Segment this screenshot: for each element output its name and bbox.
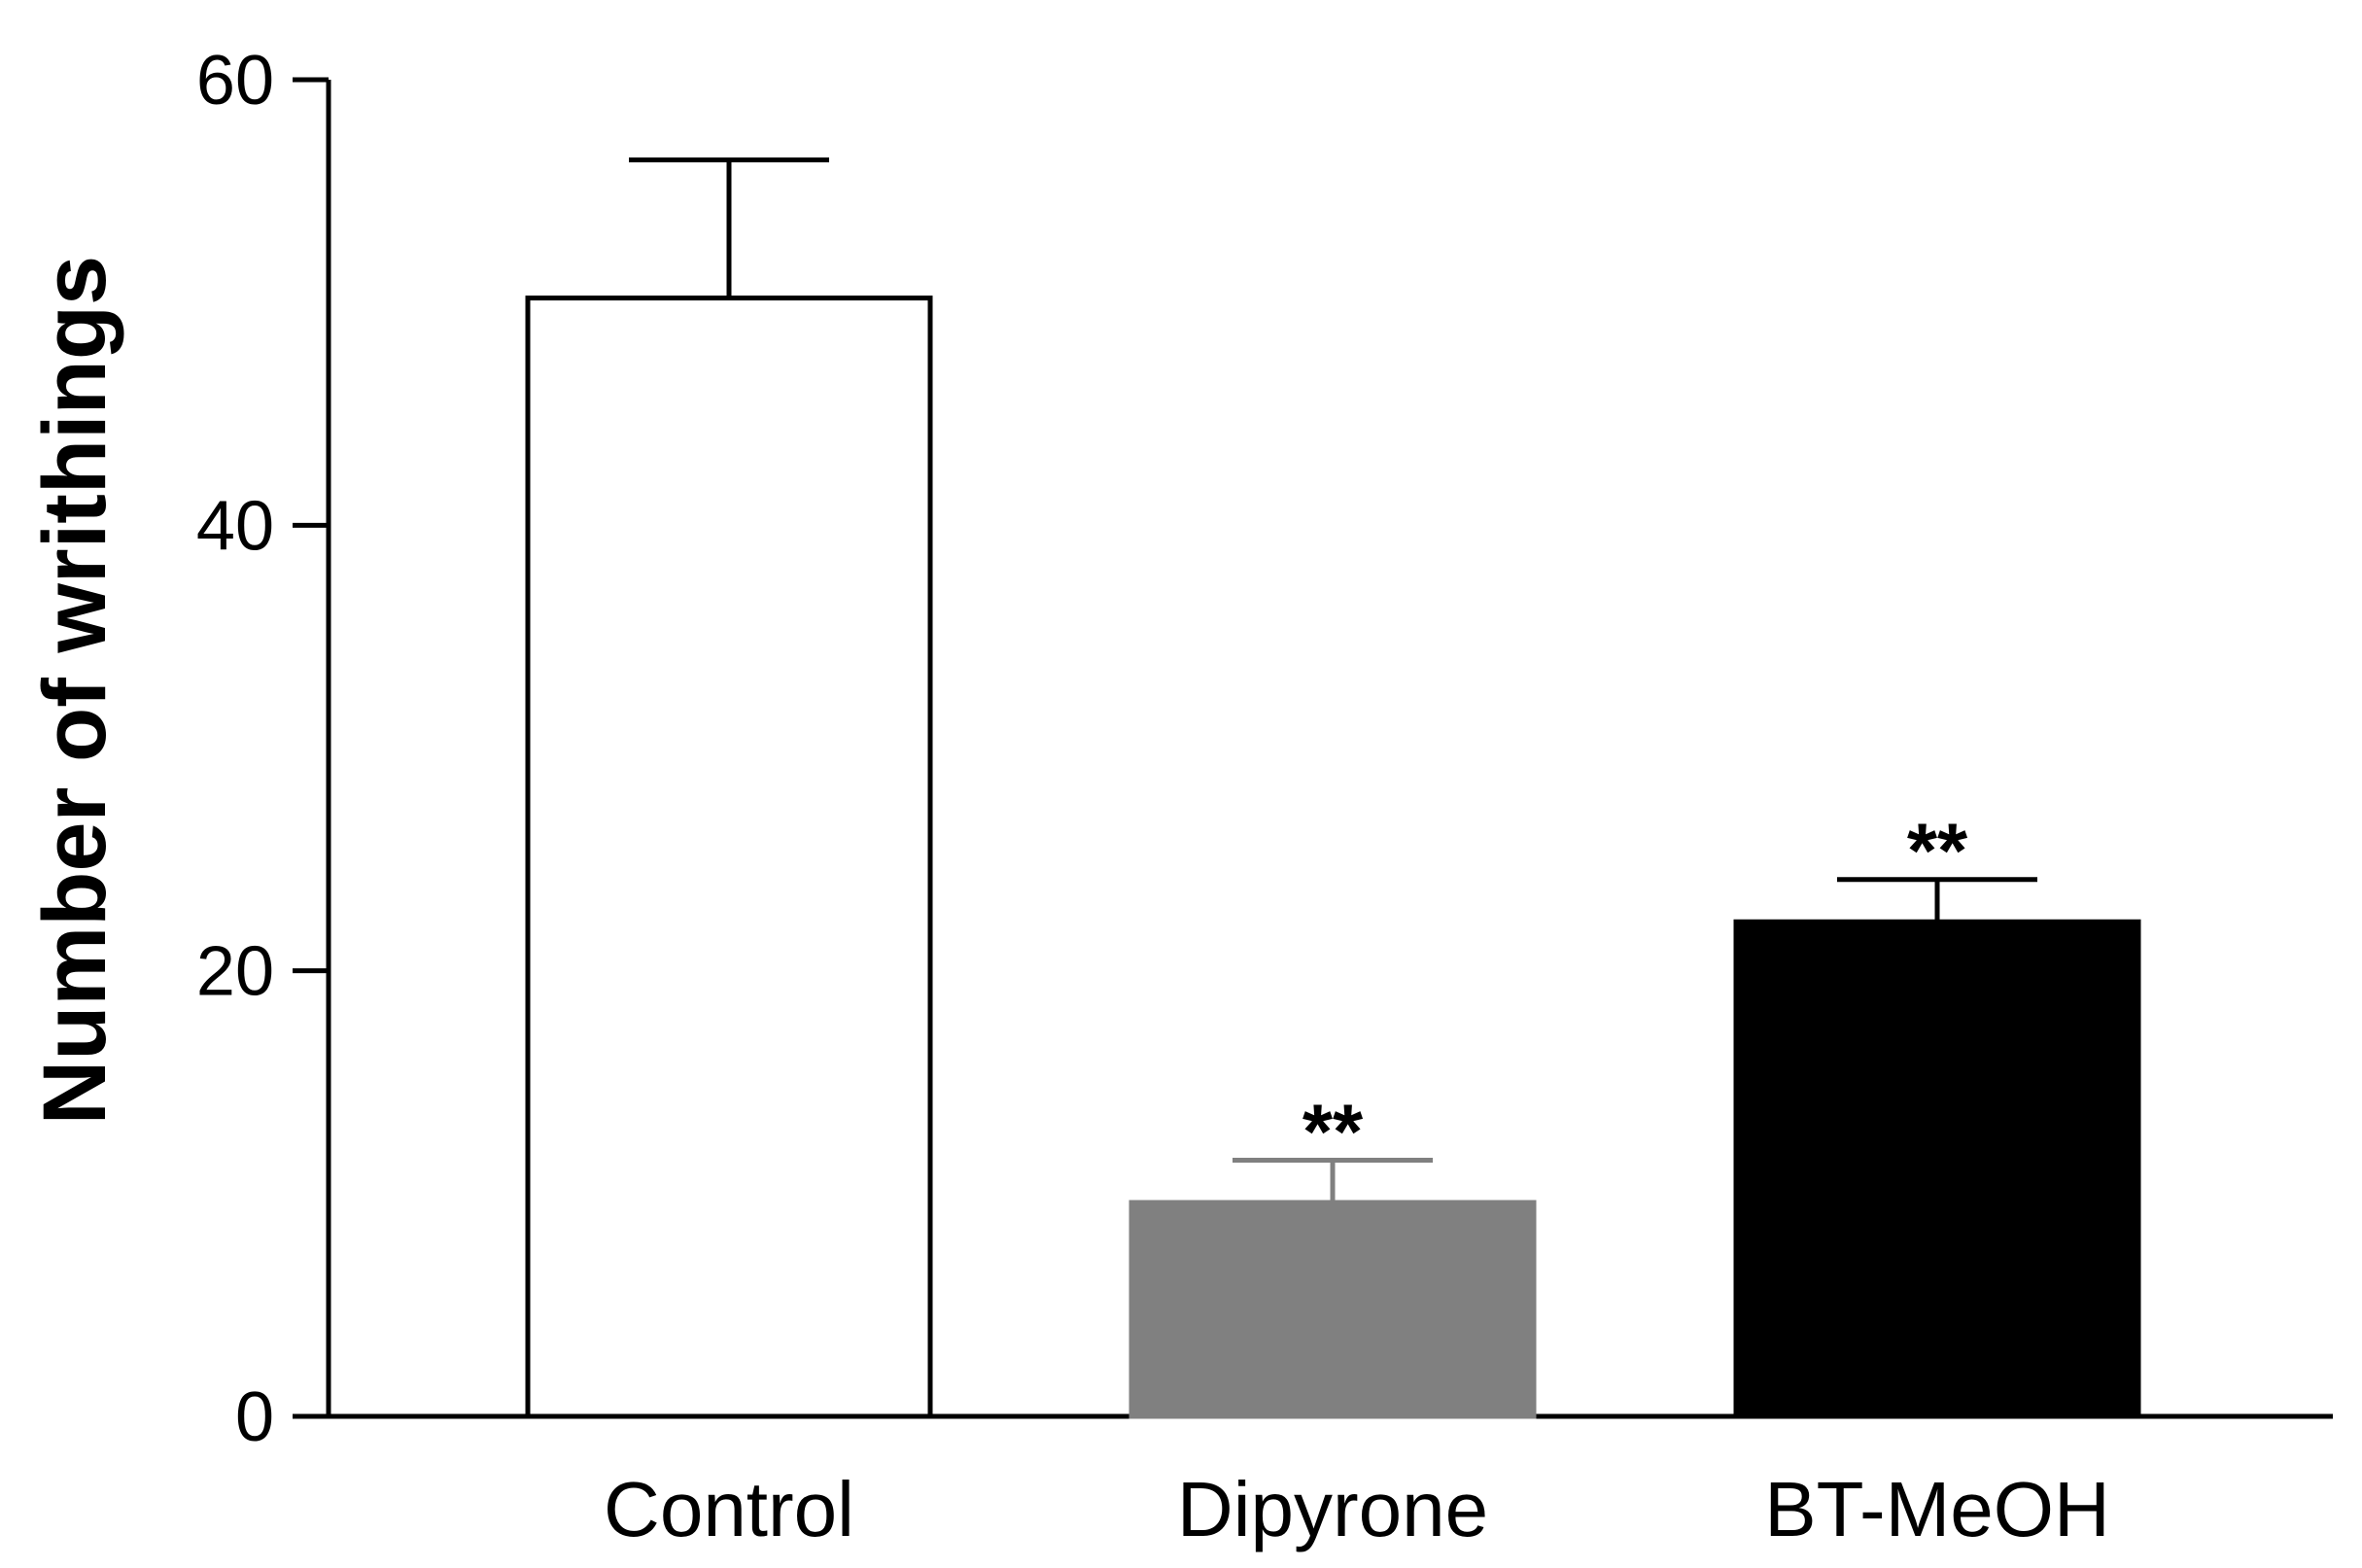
bar-control — [525, 296, 933, 1419]
plot-area: 0 20 40 60 Control ** Dipyrone ** BT-MeOH — [196, 42, 2333, 1552]
category-label: Dipyrone — [1177, 1466, 1488, 1552]
bar-bt-meoh — [1733, 919, 2141, 1419]
y-tick-label: 40 — [196, 487, 274, 565]
significance-marker: ** — [1303, 1088, 1364, 1174]
y-tick-label: 60 — [196, 42, 274, 120]
category-label: Control — [604, 1466, 854, 1552]
y-axis-title: Number of writhings — [25, 256, 124, 1125]
bar-dipyrone — [1129, 1200, 1537, 1419]
y-tick-label: 0 — [235, 1378, 274, 1456]
category-label: BT-MeOH — [1764, 1466, 2110, 1552]
y-tick-label: 20 — [196, 933, 274, 1011]
significance-marker: ** — [1907, 808, 1968, 894]
